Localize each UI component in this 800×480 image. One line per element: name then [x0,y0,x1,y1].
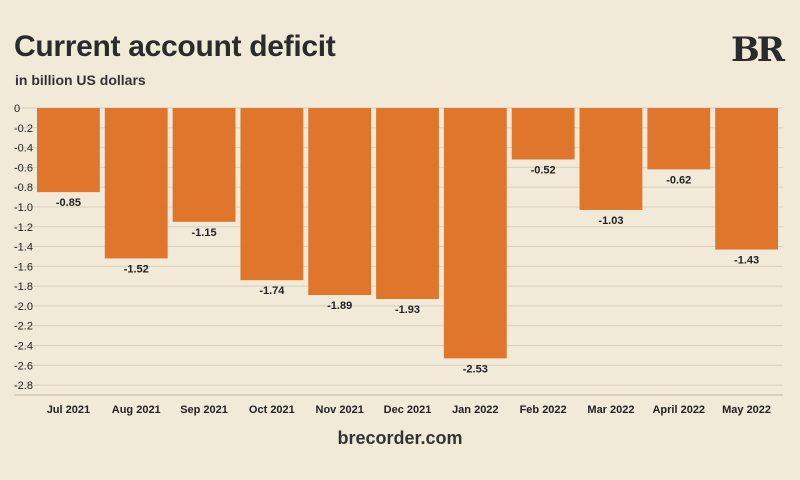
x-tick-label: Nov 2021 [316,404,364,416]
x-tick-label: May 2022 [722,404,771,416]
data-label: -1.74 [259,285,285,297]
chart-title: Current account deficit [14,30,336,63]
y-tick-label: -0.8 [14,182,33,194]
y-tick-label: -0.6 [14,162,33,174]
data-label: -0.62 [666,174,691,186]
br-logo: BR [731,30,785,70]
x-tick-label: Mar 2022 [587,404,634,416]
y-tick-label: -2.6 [14,360,33,372]
data-label: -1.15 [192,227,217,239]
x-tick-label: Sep 2021 [180,404,228,416]
y-tick-label: -1.2 [14,222,33,234]
data-label: -1.43 [734,255,759,267]
x-tick-label: Aug 2021 [112,404,161,416]
y-tick-label: -0.4 [14,143,33,155]
x-tick-label: Feb 2022 [520,404,567,416]
source-credit: brecorder.com [337,428,463,448]
x-tick-label: Jan 2022 [452,404,498,416]
y-tick-label: -0.2 [14,123,33,135]
bar [443,108,507,359]
data-label: -1.52 [124,263,149,275]
data-label: -0.52 [531,164,556,176]
y-tick-label: -1.8 [14,281,33,293]
bar [37,108,100,193]
data-label: -0.85 [56,197,81,209]
y-tick-label: -1.6 [14,261,33,273]
data-label: -1.93 [395,304,420,316]
y-tick-label: 0 [14,103,20,115]
data-label: -1.03 [598,215,623,227]
data-label: -2.53 [463,363,488,375]
x-tick-label: Oct 2021 [249,404,295,416]
bar [715,108,778,250]
x-tick-label: Dec 2021 [384,404,432,416]
x-tick-label: Jul 2021 [47,404,90,416]
bar [172,108,236,222]
y-tick-label: -2.4 [14,341,33,353]
bar [511,108,575,160]
y-tick-label: -1.4 [14,242,33,254]
bar [104,108,168,259]
y-tick-label: -2.0 [14,301,33,313]
y-tick-label: -2.2 [14,321,33,333]
chart-subtitle: in billion US dollars [15,72,146,88]
bar [376,108,439,300]
bar [579,108,643,210]
x-tick-label: April 2022 [652,404,705,416]
y-tick-label: -1.0 [14,202,33,214]
bar [308,108,372,296]
bar [240,108,304,281]
bar [647,108,711,170]
data-label: -1.89 [327,300,352,312]
y-tick-label: -2.8 [14,380,33,392]
